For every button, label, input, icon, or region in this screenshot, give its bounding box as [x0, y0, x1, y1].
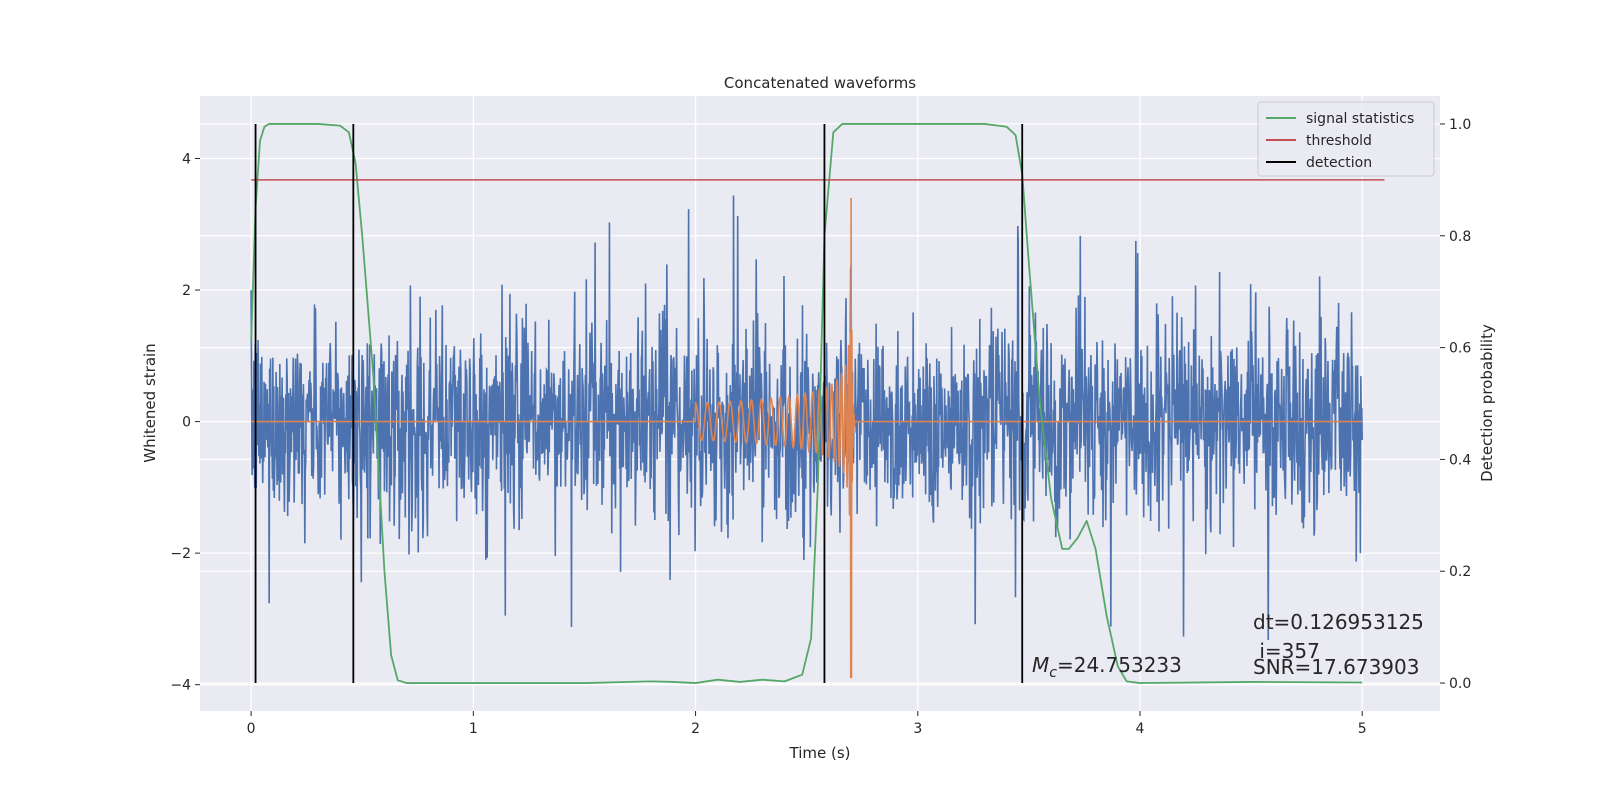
legend-label: signal statistics [1306, 111, 1414, 127]
y-tick-label: −2 [170, 546, 191, 562]
template-series [251, 197, 1363, 679]
legend: signal statistics threshold detection [1257, 101, 1435, 177]
y2-tick-label: 0.4 [1449, 452, 1471, 468]
legend-box [1257, 101, 1435, 177]
ticks: 0 1 2 3 4 5 −4 −2 0 2 4 0.0 0.2 0.4 0.6 0.8 1.0 [170, 117, 1471, 737]
x-tick-label: 0 [247, 721, 256, 737]
y-tick-label: −4 [170, 678, 191, 694]
legend-label: detection [1306, 155, 1372, 171]
x-axis-label: Time (s) [789, 744, 851, 762]
y2-tick-label: 0.6 [1449, 341, 1471, 357]
snr-annotation: SNR=17.673903 [1253, 655, 1419, 679]
dt-annotation: dt=0.126953125 [1253, 610, 1424, 634]
x-tick-label: 2 [691, 721, 700, 737]
y2-tick-label: 0.0 [1449, 676, 1471, 692]
y2-tick-label: 0.2 [1449, 564, 1471, 580]
x-tick-label: 5 [1358, 721, 1367, 737]
strain-series [250, 195, 1364, 641]
y-tick-label: 0 [182, 415, 191, 431]
i-annotation: i=357 [1253, 639, 1320, 663]
signal-statistics-series [250, 123, 1363, 684]
y2-tick-label: 0.8 [1449, 229, 1471, 245]
x-tick-label: 4 [1136, 721, 1145, 737]
mc-annotation: Mc=24.753233 [1032, 653, 1182, 681]
y-tick-label: 2 [182, 283, 191, 299]
chart-title: Concatenated waveforms [724, 74, 916, 92]
legend-label: threshold [1306, 133, 1372, 149]
annotations: Mc=24.753233 dt=0.126953125 i=357 SNR=17… [1032, 610, 1424, 681]
series-layer [250, 123, 1385, 684]
y-axis-label: Whitened strain [141, 343, 159, 462]
y-tick-label: 4 [182, 151, 191, 167]
y2-axis-label: Detection probability [1478, 324, 1496, 482]
x-tick-label: 1 [469, 721, 478, 737]
x-tick-label: 3 [913, 721, 922, 737]
y2-tick-label: 1.0 [1449, 117, 1471, 133]
mc-value: =24.753233 [1057, 653, 1182, 677]
